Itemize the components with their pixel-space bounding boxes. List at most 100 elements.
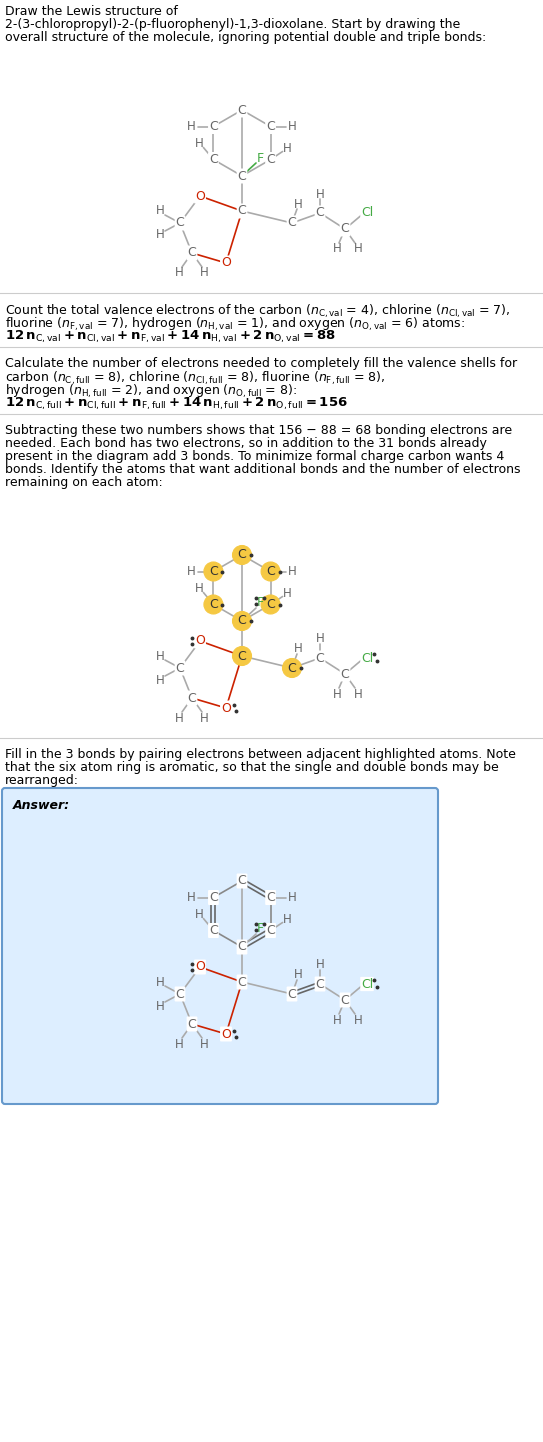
Text: hydrogen ($n_\mathrm{H,full}$ = 2), and oxygen ($n_\mathrm{O,full}$ = 8):: hydrogen ($n_\mathrm{H,full}$ = 2), and …	[5, 384, 297, 401]
Text: H: H	[195, 908, 204, 921]
Text: H: H	[156, 228, 165, 241]
Text: H: H	[294, 969, 302, 982]
Text: H: H	[353, 1014, 362, 1027]
Text: H: H	[156, 975, 165, 989]
Text: C: C	[238, 104, 247, 117]
Text: H: H	[195, 137, 204, 150]
Text: C: C	[238, 975, 247, 989]
Text: H: H	[333, 242, 342, 255]
Text: C: C	[175, 216, 185, 229]
Text: Subtracting these two numbers shows that 156 − 88 = 68 bonding electrons are: Subtracting these two numbers shows that…	[5, 424, 512, 437]
Text: Calculate the number of electrons needed to completely fill the valence shells f: Calculate the number of electrons needed…	[5, 358, 517, 371]
Text: H: H	[315, 959, 324, 972]
Text: H: H	[175, 1037, 184, 1051]
Text: C: C	[266, 153, 275, 166]
Text: H: H	[353, 242, 362, 255]
Text: H: H	[156, 205, 165, 218]
Text: carbon ($n_\mathrm{C,full}$ = 8), chlorine ($n_\mathrm{Cl,full}$ = 8), fluorine : carbon ($n_\mathrm{C,full}$ = 8), chlori…	[5, 371, 386, 388]
Text: H: H	[333, 1014, 342, 1027]
Circle shape	[282, 659, 301, 678]
Text: H: H	[187, 565, 196, 578]
Text: rearranged:: rearranged:	[5, 774, 79, 787]
Text: C: C	[288, 662, 296, 675]
Text: C: C	[238, 614, 247, 627]
Text: C: C	[238, 205, 247, 218]
Text: F: F	[256, 597, 263, 610]
Text: H: H	[288, 120, 297, 133]
Text: 2-(3-chloropropyl)-2-(p-fluorophenyl)-1,3-dioxolane. Start by drawing the: 2-(3-chloropropyl)-2-(p-fluorophenyl)-1,…	[5, 17, 460, 30]
Text: O: O	[195, 960, 205, 973]
Text: C: C	[315, 652, 324, 665]
Circle shape	[204, 596, 223, 614]
Text: H: H	[200, 267, 209, 280]
Text: C: C	[209, 924, 218, 937]
Text: H: H	[288, 891, 297, 904]
Text: H: H	[156, 649, 165, 662]
Text: C: C	[209, 598, 218, 611]
Text: H: H	[187, 891, 196, 904]
Text: C: C	[238, 170, 247, 183]
Text: $\mathbf{12\,n_\mathrm{C,full} + n_\mathrm{Cl,full} + n_\mathrm{F,full} + 14\,n_: $\mathbf{12\,n_\mathrm{C,full} + n_\math…	[5, 397, 348, 412]
Text: Draw the Lewis structure of: Draw the Lewis structure of	[5, 4, 178, 17]
Text: H: H	[195, 583, 204, 596]
Text: H: H	[315, 187, 324, 200]
Text: H: H	[175, 711, 184, 724]
Text: C: C	[315, 978, 324, 991]
Text: H: H	[294, 643, 302, 656]
Text: F: F	[256, 923, 263, 936]
Text: Count the total valence electrons of the carbon ($n_\mathrm{C,val}$ = 4), chlori: Count the total valence electrons of the…	[5, 303, 510, 320]
Text: Cl: Cl	[361, 978, 373, 991]
Text: H: H	[315, 633, 324, 646]
Text: C: C	[238, 940, 247, 953]
Text: C: C	[238, 649, 247, 662]
Text: C: C	[188, 1018, 197, 1031]
Text: C: C	[188, 692, 197, 705]
Circle shape	[232, 545, 251, 564]
Text: C: C	[288, 216, 296, 229]
Text: H: H	[200, 1037, 209, 1051]
Text: C: C	[209, 891, 218, 904]
Circle shape	[232, 646, 251, 666]
Text: H: H	[156, 673, 165, 686]
Text: H: H	[175, 267, 184, 280]
Text: C: C	[175, 662, 185, 675]
Circle shape	[204, 562, 223, 581]
Text: Cl: Cl	[361, 652, 373, 665]
Text: H: H	[156, 999, 165, 1012]
Text: H: H	[288, 565, 297, 578]
Text: fluorine ($n_\mathrm{F,val}$ = 7), hydrogen ($n_\mathrm{H,val}$ = 1), and oxygen: fluorine ($n_\mathrm{F,val}$ = 7), hydro…	[5, 316, 465, 333]
Text: O: O	[221, 257, 231, 270]
Text: Answer:: Answer:	[13, 799, 70, 812]
FancyBboxPatch shape	[2, 787, 438, 1105]
Text: F: F	[256, 151, 263, 164]
Text: H: H	[283, 913, 292, 926]
Text: C: C	[340, 994, 349, 1007]
Text: C: C	[266, 598, 275, 611]
Text: C: C	[266, 120, 275, 133]
Text: C: C	[175, 988, 185, 1001]
Text: present in the diagram add 3 bonds. To minimize formal charge carbon wants 4: present in the diagram add 3 bonds. To m…	[5, 450, 504, 463]
Text: Cl: Cl	[361, 206, 373, 219]
Text: H: H	[283, 587, 292, 600]
Circle shape	[261, 562, 280, 581]
Text: C: C	[188, 247, 197, 260]
Text: O: O	[195, 189, 205, 202]
Text: H: H	[187, 120, 196, 133]
Text: C: C	[209, 120, 218, 133]
Text: C: C	[266, 924, 275, 937]
Text: H: H	[333, 688, 342, 701]
Circle shape	[261, 596, 280, 614]
Text: C: C	[209, 153, 218, 166]
Text: overall structure of the molecule, ignoring potential double and triple bonds:: overall structure of the molecule, ignor…	[5, 30, 486, 45]
Text: H: H	[294, 198, 302, 211]
Text: C: C	[209, 565, 218, 578]
Text: $\mathbf{12\,n_\mathrm{C,val} + n_\mathrm{Cl,val} + n_\mathrm{F,val} + 14\,n_\ma: $\mathbf{12\,n_\mathrm{C,val} + n_\mathr…	[5, 329, 336, 346]
Text: remaining on each atom:: remaining on each atom:	[5, 476, 163, 489]
Text: C: C	[238, 548, 247, 561]
Text: C: C	[340, 222, 349, 235]
Text: bonds. Identify the atoms that want additional bonds and the number of electrons: bonds. Identify the atoms that want addi…	[5, 463, 521, 476]
Text: H: H	[200, 711, 209, 724]
Text: O: O	[221, 701, 231, 714]
Text: C: C	[315, 206, 324, 219]
Text: C: C	[238, 874, 247, 887]
